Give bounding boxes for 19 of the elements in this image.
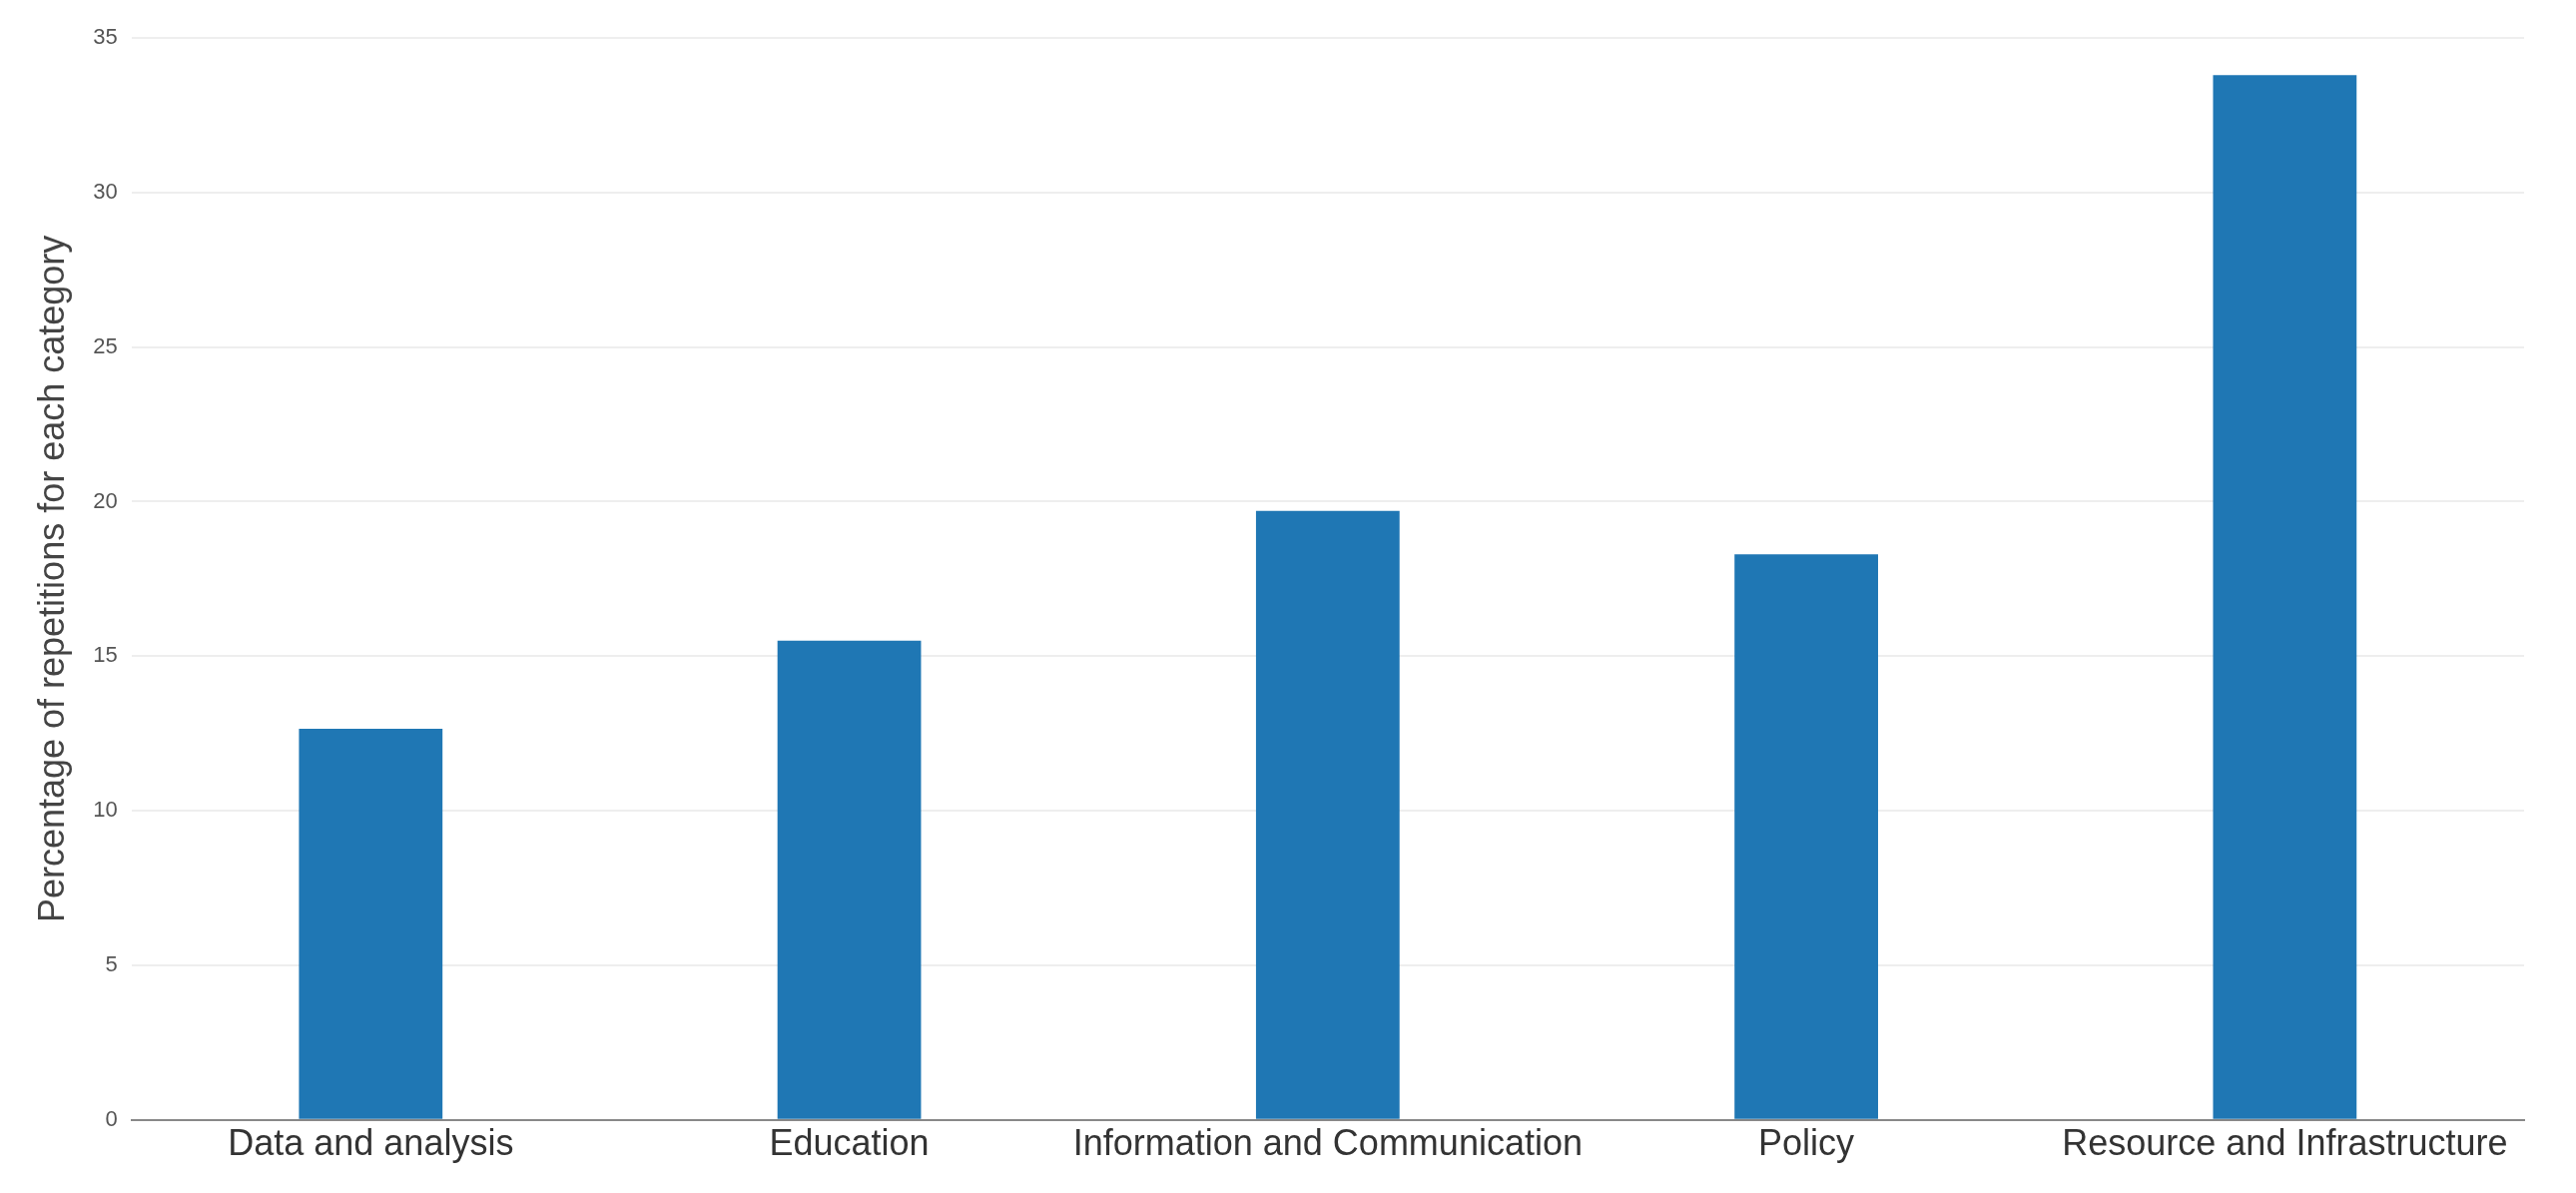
y-tick-label: 30 (93, 178, 118, 204)
y-tick-label: 10 (93, 797, 118, 823)
bar (2213, 75, 2357, 1119)
y-tick-label: 15 (93, 642, 118, 668)
x-tick-label: Education (769, 1122, 930, 1164)
x-tick-label: Policy (1758, 1122, 1855, 1164)
x-tick-label: Resource and Infrastructure (2062, 1122, 2508, 1164)
x-tick-label: Information and Communication (1072, 1122, 1583, 1164)
y-tick-label: 25 (93, 332, 118, 358)
bar (777, 640, 922, 1119)
y-tick-label: 0 (105, 1105, 118, 1131)
y-tick-label: 20 (93, 487, 118, 513)
bar (299, 729, 443, 1119)
bar (1255, 510, 1400, 1119)
y-tick-label: 35 (93, 24, 118, 50)
y-axis-title: Percentage of repetitions for each category (30, 235, 72, 923)
y-tick-label: 5 (105, 951, 118, 977)
bar (1734, 554, 1878, 1119)
x-tick-label: Data and analysis (228, 1122, 514, 1164)
